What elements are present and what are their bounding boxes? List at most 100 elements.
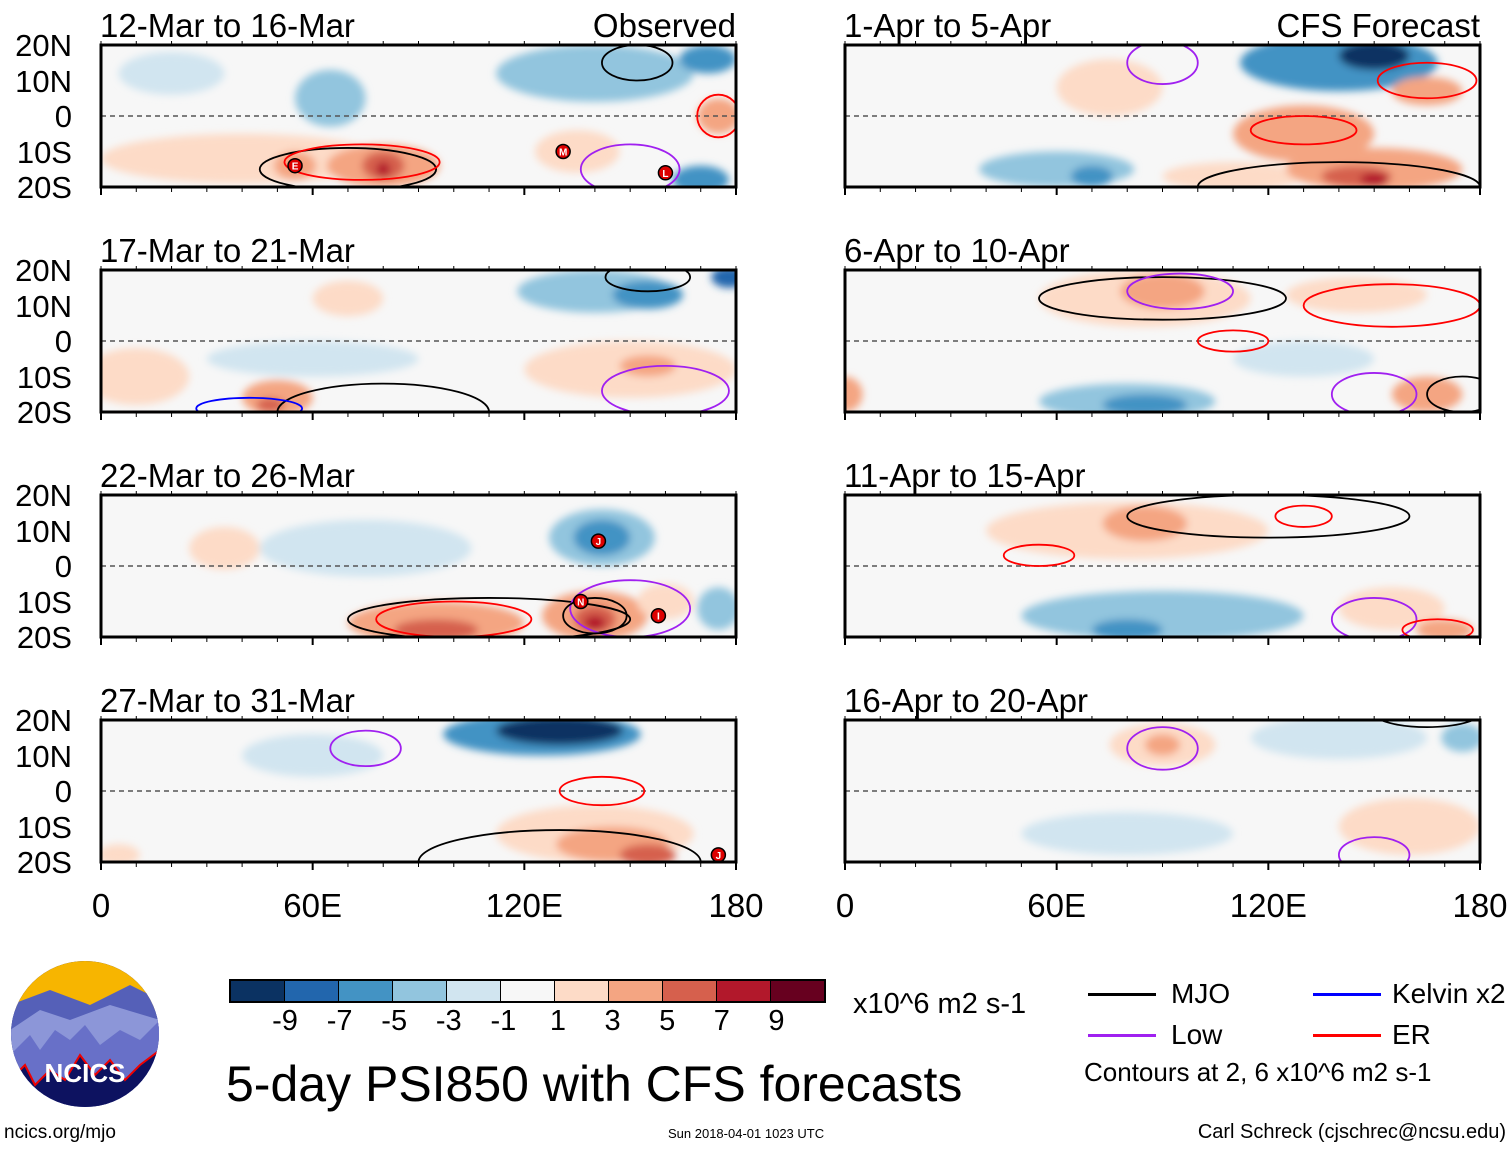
lat-tick-label: 0 <box>54 549 72 584</box>
anomaly-blob <box>1091 619 1163 637</box>
contour-low <box>1126 272 1234 310</box>
panel-title: 11-Apr to 15-Apr <box>844 457 1086 494</box>
colorbar-swatch <box>771 981 824 1001</box>
anomaly-blob <box>1056 59 1163 116</box>
anomaly-blob <box>1338 798 1480 855</box>
legend-low-label: Low <box>1171 1019 1223 1050</box>
timestamp: Sun 2018-04-01 1023 UTC <box>668 1126 825 1141</box>
anomaly-blob <box>534 130 620 173</box>
contour-low <box>1337 836 1411 862</box>
colorbar-swatch <box>393 981 447 1001</box>
map-panel <box>843 716 1482 870</box>
lon-tick-label: 180 <box>1452 887 1508 924</box>
svg-text:M: M <box>559 148 567 159</box>
anomaly-blob <box>679 45 736 74</box>
panel-title: 12-Mar to 16-Mar <box>100 7 355 44</box>
lat-tick-label: 10N <box>15 738 72 774</box>
lat-tick-label: 20S <box>16 170 72 205</box>
legend-mjo-label: MJO <box>1171 978 1231 1009</box>
anomaly-blob <box>697 587 736 630</box>
storm-marker[interactable]: J <box>710 847 727 862</box>
lat-tick-label: 10N <box>15 288 72 324</box>
svg-text:L: L <box>662 169 668 180</box>
anomaly-blob <box>1021 590 1304 637</box>
contour-mjo <box>1426 375 1480 412</box>
anomaly-blob <box>312 280 384 317</box>
colorbar-tick-label: 9 <box>768 1005 785 1037</box>
lat-tick-label: 10S <box>16 359 72 395</box>
panel-title: 6-Apr to 10-Apr <box>844 232 1070 269</box>
contour-low <box>1330 597 1418 637</box>
anomaly-blob <box>1102 394 1188 412</box>
ncics-logo: NCICS <box>11 961 159 1107</box>
storm-marker[interactable]: L <box>657 165 674 181</box>
contour-note: Contours at 2, 6 x10^6 m2 s-1 <box>1084 1057 1432 1087</box>
lat-tick-label: 20S <box>16 395 72 430</box>
lat-tick-label: 10N <box>15 513 72 549</box>
contour-mjo <box>604 270 692 293</box>
anomaly-blob <box>619 355 677 377</box>
colorbar-swatch <box>609 981 663 1001</box>
anomaly-blob <box>1162 162 1304 187</box>
anomaly-blob <box>1102 505 1188 542</box>
forecast-label: CFS Forecast <box>1276 7 1480 44</box>
storm-marker[interactable]: E <box>287 157 303 174</box>
lon-tick-label: 120E <box>1229 887 1307 924</box>
colorbar-tick-label: 3 <box>604 1005 621 1037</box>
storm-marker[interactable]: M <box>555 143 571 160</box>
colorbar-tick-label: -7 <box>326 1005 353 1037</box>
map-panel <box>99 266 738 420</box>
anomaly-blob <box>496 720 624 745</box>
colorbar-swatch <box>717 981 771 1001</box>
anomaly-blob <box>1391 76 1463 106</box>
lon-tick-label: 60E <box>1027 887 1087 924</box>
contour-mjo <box>258 147 438 187</box>
colorbar-swatch <box>501 981 555 1001</box>
anomaly-blob <box>189 526 260 570</box>
map-panel <box>843 491 1482 645</box>
legend-mjo-line <box>1088 993 1156 996</box>
contour-mjo <box>1379 720 1475 728</box>
lat-tick-label: 0 <box>54 324 72 359</box>
legend-kelvin-line <box>1313 993 1381 996</box>
anomaly-blob <box>101 844 140 862</box>
anomaly-blob <box>1070 165 1114 187</box>
svg-text:E: E <box>292 162 299 173</box>
storm-marker[interactable]: N <box>573 593 589 610</box>
lat-tick-label: 10S <box>16 134 72 170</box>
contour-mjo <box>1126 495 1411 539</box>
contour-er <box>1376 61 1478 100</box>
lat-tick-label: 20S <box>16 620 72 655</box>
anomaly-blob <box>496 45 694 102</box>
anomaly-blob <box>1250 720 1428 760</box>
lon-tick-label: 0 <box>91 887 111 924</box>
contour-er <box>283 143 441 181</box>
lon-tick-label: 60E <box>283 887 343 924</box>
anomaly-blob <box>1021 812 1234 855</box>
colorbar-swatch <box>663 981 717 1001</box>
map-panel <box>843 41 1482 195</box>
storm-marker[interactable]: I <box>650 607 667 624</box>
colorbar-tick-label: -9 <box>272 1005 298 1037</box>
contour-mjo <box>1038 276 1287 321</box>
observed-label: Observed <box>592 7 736 44</box>
anomaly-blob <box>711 270 736 288</box>
source-url[interactable]: ncics.org/mjo <box>4 1122 116 1143</box>
anomaly-blob <box>101 348 190 405</box>
anomaly-blob <box>584 615 606 630</box>
map-panel <box>843 266 1482 420</box>
lat-tick-label: 10S <box>16 809 72 845</box>
colorbar-swatch <box>231 981 285 1001</box>
colorbar-tick-label: 5 <box>659 1005 676 1037</box>
storm-marker[interactable]: J <box>590 533 607 549</box>
anomaly-blob <box>845 376 863 412</box>
contour-low <box>1126 726 1199 771</box>
anomaly-blob <box>1360 172 1389 187</box>
colorbar-tick-label: -5 <box>381 1005 408 1037</box>
svg-text:J: J <box>716 851 722 862</box>
contour-er <box>1274 504 1333 528</box>
anomaly-blob <box>376 162 391 177</box>
lat-tick-label: 10N <box>15 63 72 99</box>
anomaly-blob <box>1285 277 1428 313</box>
colorbar-swatch <box>447 981 501 1001</box>
